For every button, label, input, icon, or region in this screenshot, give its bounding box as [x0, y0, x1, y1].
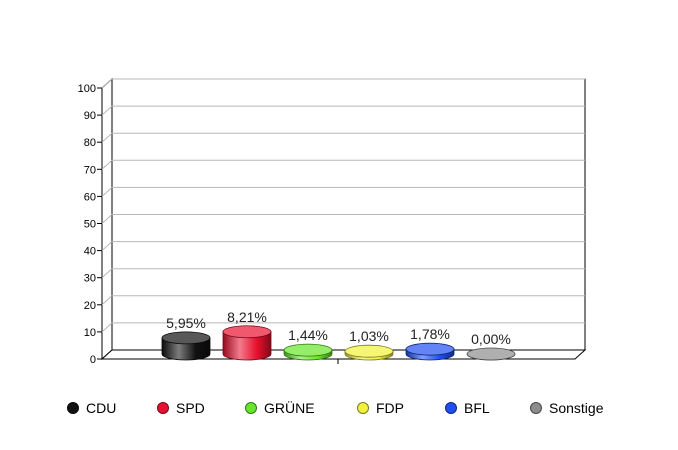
legend-swatch	[530, 402, 542, 414]
data-label: 8,21%	[227, 309, 267, 325]
gridline-side	[101, 132, 113, 143]
legend-item-grüne: GRÜNE	[245, 400, 315, 416]
gridlines	[101, 78, 585, 333]
y-tick-label: 40	[84, 246, 96, 258]
bar-bfl	[405, 342, 455, 361]
legend-swatch	[67, 402, 79, 414]
bar-cdu	[161, 331, 211, 361]
data-label: 1,78%	[410, 326, 450, 342]
gridline-side	[101, 105, 113, 116]
bars	[161, 325, 516, 361]
legend-label: GRÜNE	[264, 400, 315, 416]
legend-label: Sonstige	[549, 400, 604, 416]
data-label: 1,03%	[349, 328, 389, 344]
y-tick-label: 10	[84, 327, 96, 339]
data-label: 0,00%	[471, 331, 511, 347]
bar-body	[222, 331, 272, 361]
legend-swatch	[157, 402, 169, 414]
y-tick-label: 100	[78, 83, 96, 95]
gridline-side	[101, 295, 113, 306]
data-label: 1,44%	[288, 327, 328, 343]
bar-grüne	[283, 343, 333, 361]
legend: CDU SPD GRÜNE FDP BFL Sonstige	[0, 400, 678, 422]
legend-swatch	[357, 402, 369, 414]
bar-fdp	[344, 344, 394, 361]
y-tick-label: 70	[84, 164, 96, 176]
gridline-side	[101, 268, 113, 279]
bar-top	[405, 342, 455, 356]
y-tick-label: 80	[84, 137, 96, 149]
gridline-side	[101, 78, 113, 89]
legend-label: BFL	[464, 400, 490, 416]
legend-label: CDU	[86, 400, 117, 416]
y-tick-label: 0	[90, 354, 96, 366]
legend-swatch	[445, 402, 457, 414]
y-tick-label: 30	[84, 273, 96, 285]
gridline-side	[101, 214, 113, 224]
y-axis: 0 10 20 30 40 50 60 70 80 90 100	[78, 83, 339, 366]
chart: 0 10 20 30 40 50 60 70 80 90 100 5,95% 8,21% 1,44% 1,…	[78, 77, 587, 366]
bar-top	[344, 344, 394, 358]
bar-spd	[222, 325, 272, 361]
gridline-side	[101, 187, 113, 197]
legend-label: FDP	[376, 400, 404, 416]
y-tick-label: 60	[84, 191, 96, 203]
bar-top	[222, 325, 272, 339]
y-tick-label: 50	[84, 219, 96, 231]
data-labels: 5,95% 8,21% 1,44% 1,03% 1,78% 0,00%	[166, 309, 511, 347]
legend-item-bfl: BFL	[445, 400, 490, 416]
data-label: 5,95%	[166, 315, 206, 331]
legend-label: SPD	[176, 400, 205, 416]
y-tick-label: 90	[84, 110, 96, 122]
legend-item-fdp: FDP	[357, 400, 404, 416]
bar-top	[161, 331, 211, 345]
legend-item-cdu: CDU	[67, 400, 116, 416]
legend-item-sonstige: Sonstige	[530, 400, 603, 416]
gridline-side	[101, 322, 113, 333]
bar-top	[466, 347, 516, 361]
legend-swatch	[245, 402, 257, 414]
y-tick-label: 20	[84, 300, 96, 312]
bar-sonstige	[466, 347, 516, 361]
legend-item-spd: SPD	[157, 400, 205, 416]
gridline-side	[101, 159, 113, 170]
bar-top	[283, 343, 333, 357]
gridline-side	[101, 241, 113, 251]
